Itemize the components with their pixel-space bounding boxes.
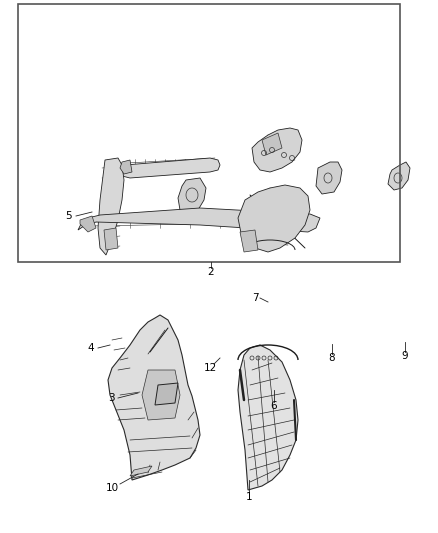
Text: 5: 5 <box>65 211 71 221</box>
Polygon shape <box>316 162 342 194</box>
Text: 3: 3 <box>108 393 114 403</box>
Polygon shape <box>78 208 320 232</box>
Text: 8: 8 <box>328 353 336 363</box>
Polygon shape <box>98 158 124 255</box>
Polygon shape <box>130 466 152 476</box>
Polygon shape <box>262 133 282 155</box>
Text: 7: 7 <box>252 293 258 303</box>
Polygon shape <box>252 128 302 172</box>
Polygon shape <box>238 345 298 490</box>
Text: 4: 4 <box>88 343 94 353</box>
Text: 10: 10 <box>106 483 119 493</box>
Text: 6: 6 <box>271 401 277 411</box>
Text: 2: 2 <box>208 267 214 277</box>
Polygon shape <box>240 230 258 252</box>
Polygon shape <box>142 370 180 420</box>
Polygon shape <box>178 178 206 215</box>
Polygon shape <box>104 228 118 250</box>
Polygon shape <box>80 216 96 232</box>
Polygon shape <box>155 383 178 405</box>
Text: 9: 9 <box>402 351 408 361</box>
Polygon shape <box>238 185 310 252</box>
Polygon shape <box>120 158 220 178</box>
Polygon shape <box>388 162 410 190</box>
Polygon shape <box>120 160 132 174</box>
Bar <box>18 4 400 262</box>
Text: 12: 12 <box>203 363 217 373</box>
Text: 1: 1 <box>246 492 252 502</box>
Polygon shape <box>108 315 200 480</box>
